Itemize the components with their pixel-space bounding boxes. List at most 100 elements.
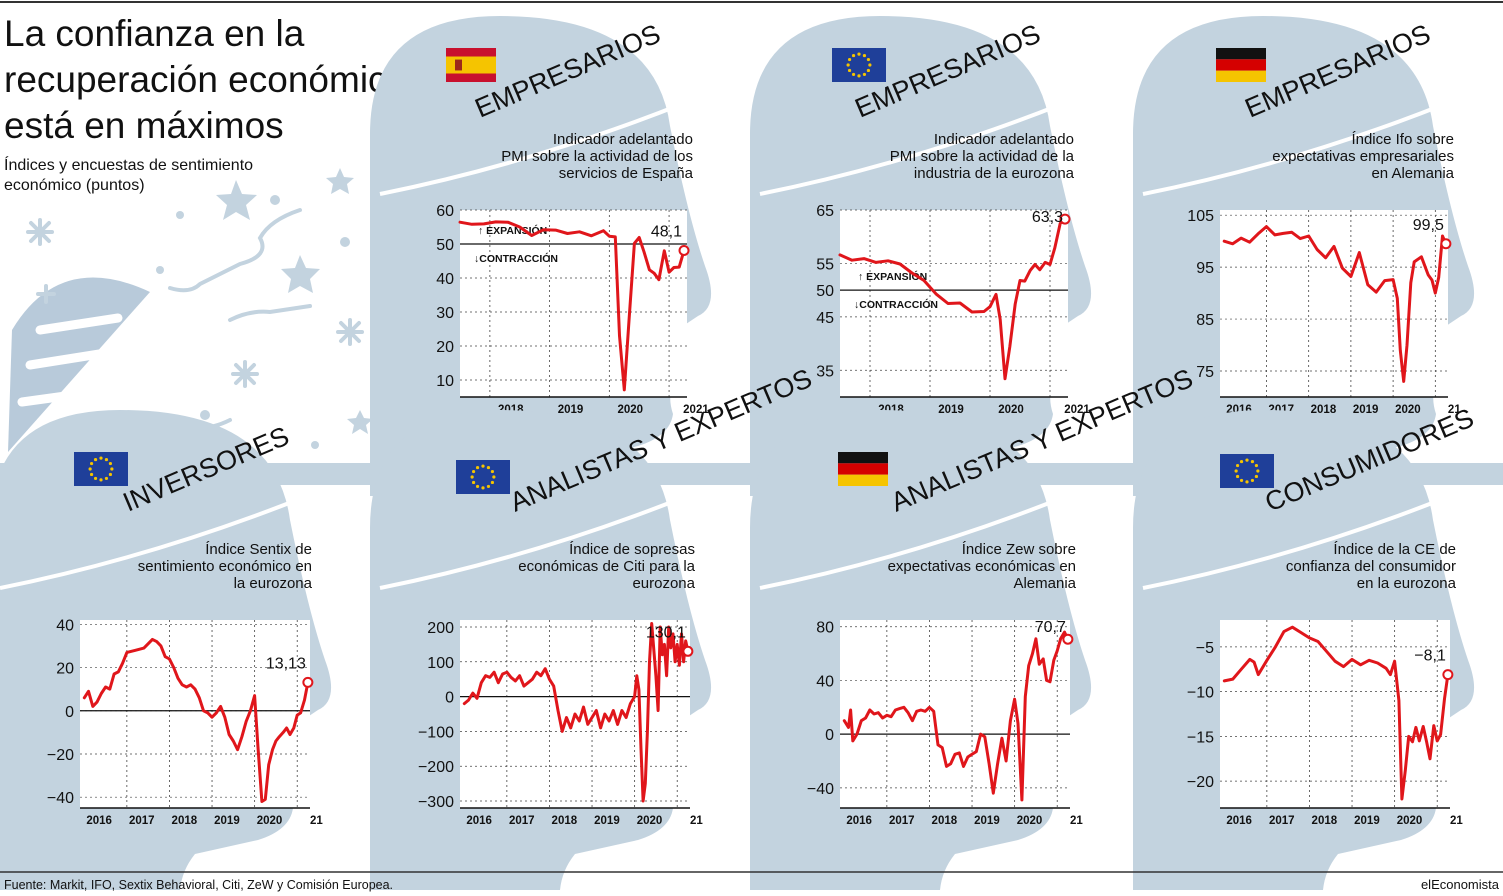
chart-description-line: sentimiento económico en <box>138 558 312 575</box>
y-tick-label: 60 <box>436 203 454 220</box>
eu-flag-icon <box>456 460 510 494</box>
plot-area <box>80 620 310 808</box>
x-tick-label: 2018 <box>172 815 198 827</box>
y-tick-label: 200 <box>427 620 454 637</box>
flag-star <box>866 68 871 73</box>
x-tick-label: 2016 <box>86 815 112 827</box>
cap-divider <box>379 496 683 590</box>
snowflake-icon <box>336 318 364 346</box>
flag-star <box>486 465 491 470</box>
series-line <box>838 217 1067 381</box>
flag-star <box>862 53 867 58</box>
flag-star <box>108 472 113 477</box>
x-tick-label: 2020 <box>257 815 283 827</box>
series-line <box>462 622 690 803</box>
x-tick-label: 2016 <box>1226 815 1252 827</box>
brand-logo: elEconomista <box>1421 877 1500 892</box>
flag-star <box>471 469 476 474</box>
flag-star <box>1254 463 1259 468</box>
flag-star <box>846 63 850 67</box>
flag-stripe <box>1216 59 1266 71</box>
flag-stripe <box>446 73 496 82</box>
cap-divider <box>1142 496 1446 590</box>
x-tick-label: 2020 <box>637 815 663 827</box>
flag-stripe <box>838 452 888 464</box>
streamer-icon <box>168 208 302 293</box>
flag-star <box>851 53 856 58</box>
x-tick-label: 21 <box>1448 404 1461 416</box>
chart-description-line: Índice Zew sobre <box>962 541 1076 558</box>
chart-description-line: económicas de Citi para la <box>518 558 695 575</box>
last-value-callout: 13,13 <box>266 655 306 672</box>
y-tick-label: 85 <box>1196 312 1214 329</box>
x-tick-label: 21 <box>1070 815 1083 827</box>
flag-star <box>1235 463 1240 468</box>
y-tick-label: −20 <box>47 747 74 764</box>
plot-area <box>460 210 687 397</box>
flag-star <box>847 68 852 73</box>
flag-star <box>866 57 871 62</box>
x-tick-label: 2020 <box>998 404 1024 416</box>
expansion-label: ↑ EXPANSIÓN <box>478 224 547 237</box>
x-tick-label: 2018 <box>932 815 958 827</box>
chart-description-line: Índice de sopresas <box>569 541 695 558</box>
cap-divider <box>379 102 683 196</box>
flag-star <box>851 72 856 77</box>
y-tick-label: 55 <box>816 256 834 273</box>
y-tick-label: 40 <box>816 673 834 690</box>
expansion-label: ↑ EXPANSIÓN <box>858 270 927 283</box>
y-tick-label: 10 <box>436 373 454 390</box>
flag-star <box>1245 458 1249 462</box>
snowflake-icon <box>231 360 259 388</box>
x-tick-label: 21 <box>690 815 703 827</box>
flag-star <box>857 52 861 56</box>
flag-star <box>475 484 480 489</box>
chart-description-line: Alemania <box>1013 575 1076 592</box>
x-tick-label: 2019 <box>214 815 240 827</box>
x-tick-label: 2018 <box>552 815 578 827</box>
y-tick-label: 30 <box>436 305 454 322</box>
y-tick-label: 0 <box>445 690 454 707</box>
eu-flag-icon <box>1220 454 1274 488</box>
flag-star <box>1239 478 1244 483</box>
flag-star <box>475 465 480 470</box>
page-subtitle-line-2: económico (puntos) <box>4 177 145 194</box>
x-tick-label: 2019 <box>594 815 620 827</box>
y-tick-label: 50 <box>816 283 834 300</box>
snowflake-icon <box>36 284 56 304</box>
y-tick-label: −15 <box>1187 729 1214 746</box>
flag-stripe <box>446 48 496 57</box>
x-tick-label: 2020 <box>1395 404 1421 416</box>
flag-star <box>1254 474 1259 479</box>
y-tick-label: 40 <box>436 271 454 288</box>
y-tick-label: −10 <box>1187 685 1214 702</box>
spain-flag-icon <box>446 48 496 82</box>
last-value-marker <box>1442 669 1454 681</box>
cap-divider <box>759 496 1063 590</box>
last-value-callout: 130,1 <box>646 624 686 641</box>
flag-star <box>481 464 485 468</box>
x-tick-label: 2016 <box>846 815 872 827</box>
x-tick-label: 2017 <box>129 815 155 827</box>
x-tick-label: 2018 <box>1311 404 1337 416</box>
germany-flag-icon <box>838 452 888 486</box>
last-value-marker <box>1062 633 1074 645</box>
page-title-line-2: recuperación económica <box>4 59 408 100</box>
y-tick-label: 75 <box>1196 364 1214 381</box>
page-title-line-3: está en máximos <box>4 105 284 146</box>
last-value-callout: 63,3 <box>1032 209 1063 226</box>
y-tick-label: 0 <box>65 704 74 721</box>
chart-description-line: expectativas empresariales <box>1272 148 1454 165</box>
flag-star <box>93 476 98 481</box>
y-tick-label: −5 <box>1196 640 1214 657</box>
y-tick-label: 45 <box>816 310 834 327</box>
y-tick-label: −20 <box>1187 774 1214 791</box>
flag-stripe <box>838 474 888 486</box>
x-tick-label: 2021 <box>683 404 709 416</box>
